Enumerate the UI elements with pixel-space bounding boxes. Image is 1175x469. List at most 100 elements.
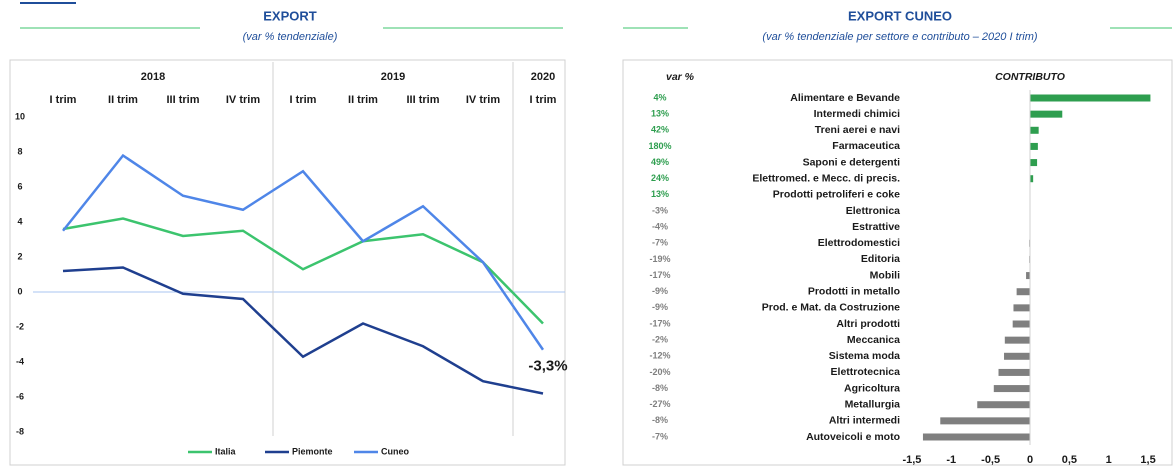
chart-subtitle: (var % tendenziale per settore e contrib… bbox=[762, 31, 1037, 43]
var-pct: 180% bbox=[648, 141, 671, 151]
category-label: Alimentare e Bevande bbox=[790, 92, 900, 104]
y-tick-label: -6 bbox=[16, 391, 24, 401]
bar bbox=[1030, 175, 1034, 183]
category-label: Altri prodotti bbox=[836, 318, 900, 330]
legend-label: Cuneo bbox=[381, 446, 410, 456]
series-line bbox=[62, 153, 545, 351]
bar bbox=[998, 368, 1030, 376]
bar bbox=[1030, 142, 1038, 150]
category-label: Prodotti in metallo bbox=[808, 285, 900, 297]
y-tick-label: -2 bbox=[16, 321, 24, 331]
var-pct: 13% bbox=[651, 109, 669, 119]
x-tick-label: III trim bbox=[406, 94, 439, 106]
bar bbox=[1030, 110, 1063, 118]
chart-subtitle: (var % tendenziale) bbox=[243, 31, 338, 43]
category-label: Agricoltura bbox=[844, 382, 900, 394]
bar bbox=[1016, 288, 1030, 296]
category-label: Mobili bbox=[870, 269, 900, 281]
column-header: var % bbox=[666, 71, 695, 83]
y-tick-label: 6 bbox=[17, 181, 22, 191]
x-tick-label: -1,5 bbox=[902, 454, 921, 466]
bar bbox=[1004, 336, 1030, 344]
group-label: 2020 bbox=[531, 71, 555, 83]
category-label: Farmaceutica bbox=[832, 140, 900, 152]
var-pct: 42% bbox=[651, 125, 669, 135]
x-tick-label: IV trim bbox=[466, 94, 500, 106]
var-pct: -17% bbox=[649, 270, 670, 280]
bar bbox=[1030, 94, 1151, 102]
category-label: Intermedi chimici bbox=[814, 108, 900, 120]
var-pct: -8% bbox=[652, 415, 668, 425]
group-label: 2019 bbox=[381, 71, 405, 83]
category-label: Meccanica bbox=[847, 334, 900, 346]
x-tick-label: 1 bbox=[1106, 454, 1112, 466]
x-tick-label: 0,5 bbox=[1062, 454, 1077, 466]
y-tick-label: -4 bbox=[16, 356, 24, 366]
bar bbox=[1026, 272, 1030, 280]
bar bbox=[1030, 159, 1038, 167]
bar bbox=[922, 433, 1030, 441]
x-tick-label: III trim bbox=[166, 94, 199, 106]
x-tick-label: I trim bbox=[50, 94, 77, 106]
category-label: Editoria bbox=[861, 253, 900, 265]
legend-label: Italia bbox=[215, 446, 237, 456]
category-label: Elettromed. e Mecc. di precis. bbox=[752, 172, 900, 184]
var-pct: -7% bbox=[652, 238, 668, 248]
x-tick-label: IV trim bbox=[226, 94, 260, 106]
var-pct: -17% bbox=[649, 318, 670, 328]
var-pct: -19% bbox=[649, 254, 670, 264]
var-pct: -4% bbox=[652, 222, 668, 232]
var-pct: -7% bbox=[652, 431, 668, 441]
bar bbox=[940, 417, 1030, 425]
category-label: Sistema moda bbox=[829, 350, 900, 362]
x-tick-label: 1,5 bbox=[1140, 454, 1155, 466]
var-pct: -8% bbox=[652, 383, 668, 393]
panel bbox=[9, 59, 566, 466]
category-label: Estrattive bbox=[852, 221, 900, 233]
x-tick-label: II trim bbox=[348, 94, 378, 106]
bar bbox=[1030, 126, 1039, 134]
y-tick-label: 10 bbox=[15, 111, 25, 121]
var-pct: -3% bbox=[652, 205, 668, 215]
category-label: Autoveicoli e moto bbox=[806, 431, 900, 443]
annotation: -3,3% bbox=[528, 358, 567, 375]
var-pct: 4% bbox=[653, 92, 666, 102]
category-label: Metallurgia bbox=[845, 398, 901, 410]
var-pct: -2% bbox=[652, 335, 668, 345]
var-pct: -27% bbox=[649, 399, 670, 409]
y-tick-label: 0 bbox=[17, 286, 22, 296]
bar bbox=[1004, 352, 1030, 360]
legend-label: Piemonte bbox=[292, 446, 333, 456]
category-label: Elettrodomestici bbox=[818, 237, 900, 249]
bar bbox=[1013, 304, 1030, 312]
var-pct: -20% bbox=[649, 367, 670, 377]
chart-title: EXPORT bbox=[263, 8, 317, 23]
chart-title: EXPORT CUNEO bbox=[848, 8, 952, 23]
x-tick-label: I trim bbox=[290, 94, 317, 106]
category-label: Elettrotecnica bbox=[831, 366, 901, 378]
series-line bbox=[62, 217, 544, 325]
category-label: Elettronica bbox=[846, 205, 900, 217]
column-header: CONTRIBUTO bbox=[995, 71, 1065, 83]
series-line bbox=[62, 266, 544, 395]
category-label: Treni aerei e navi bbox=[815, 124, 900, 136]
panel bbox=[622, 59, 1173, 466]
x-tick-label: 0 bbox=[1027, 454, 1033, 466]
var-pct: -12% bbox=[649, 351, 670, 361]
category-label: Altri intermedi bbox=[829, 415, 900, 427]
var-pct: 24% bbox=[651, 173, 669, 183]
var-pct: 13% bbox=[651, 189, 669, 199]
var-pct: -9% bbox=[652, 302, 668, 312]
y-tick-label: 4 bbox=[17, 216, 22, 226]
y-tick-label: 8 bbox=[17, 146, 22, 156]
x-tick-label: -0,5 bbox=[981, 454, 1000, 466]
bar bbox=[1012, 320, 1030, 328]
category-label: Prod. e Mat. da Costruzione bbox=[762, 302, 900, 314]
category-label: Prodotti petroliferi e coke bbox=[773, 189, 900, 201]
group-label: 2018 bbox=[141, 71, 165, 83]
bar bbox=[977, 401, 1030, 409]
var-pct: -9% bbox=[652, 286, 668, 296]
x-tick-label: II trim bbox=[108, 94, 138, 106]
y-tick-label: 2 bbox=[17, 251, 22, 261]
